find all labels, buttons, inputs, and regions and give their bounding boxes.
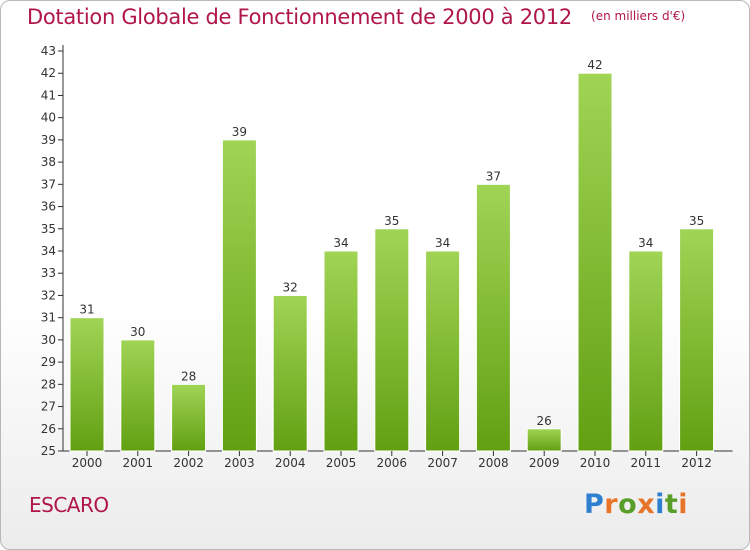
bar bbox=[628, 250, 664, 452]
logo-letter: P bbox=[584, 489, 605, 520]
logo-letter: i bbox=[655, 489, 665, 520]
bar bbox=[120, 339, 156, 452]
x-tick-label: 2001 bbox=[123, 456, 154, 470]
logo-letter: x bbox=[637, 489, 656, 520]
bar bbox=[374, 228, 410, 452]
bar bbox=[526, 428, 562, 452]
data-label: 32 bbox=[283, 280, 298, 294]
logo-letter: o bbox=[618, 489, 638, 520]
data-label: 34 bbox=[435, 236, 450, 250]
y-tick-label: 31 bbox=[41, 311, 56, 325]
data-label: 39 bbox=[232, 125, 247, 139]
y-tick-label: 40 bbox=[41, 111, 56, 125]
data-label: 35 bbox=[384, 214, 399, 228]
proxiti-logo: Proxiti bbox=[584, 489, 688, 520]
y-tick-label: 37 bbox=[41, 177, 56, 191]
data-label: 34 bbox=[638, 236, 653, 250]
x-tick-label: 2009 bbox=[529, 456, 560, 470]
y-tick-label: 36 bbox=[41, 200, 56, 214]
bar bbox=[171, 383, 207, 452]
logo-letter: i bbox=[678, 489, 689, 520]
x-tick-label: 2000 bbox=[72, 456, 103, 470]
y-tick-label: 25 bbox=[41, 444, 56, 458]
bar bbox=[69, 317, 105, 452]
y-tick-label: 35 bbox=[41, 222, 56, 236]
x-tick-label: 2012 bbox=[681, 456, 712, 470]
y-tick-label: 28 bbox=[41, 377, 56, 391]
chart-unit: (en milliers d'€) bbox=[591, 9, 686, 23]
x-tick-label: 2010 bbox=[580, 456, 611, 470]
bar bbox=[475, 183, 511, 452]
y-tick-label: 43 bbox=[41, 44, 56, 58]
logo-letter: r bbox=[604, 489, 619, 520]
y-tick-label: 26 bbox=[41, 422, 56, 436]
x-tick-label: 2007 bbox=[427, 456, 458, 470]
data-label: 30 bbox=[130, 325, 145, 339]
x-tick-label: 2008 bbox=[478, 456, 509, 470]
y-tick-label: 33 bbox=[41, 266, 56, 280]
data-label: 31 bbox=[79, 303, 94, 317]
data-label: 42 bbox=[587, 58, 602, 72]
y-tick-label: 29 bbox=[41, 355, 56, 369]
commune-name: ESCARO bbox=[29, 493, 109, 517]
y-tick-label: 41 bbox=[41, 88, 56, 102]
x-tick-label: 2003 bbox=[224, 456, 255, 470]
x-tick-label: 2005 bbox=[326, 456, 357, 470]
x-tick-label: 2011 bbox=[631, 456, 662, 470]
logo-letter: t bbox=[664, 489, 679, 520]
x-tick-label: 2004 bbox=[275, 456, 306, 470]
bar bbox=[221, 139, 257, 452]
chart-title-row: Dotation Globale de Fonctionnement de 20… bbox=[27, 5, 685, 29]
y-tick-label: 38 bbox=[41, 155, 56, 169]
bar bbox=[425, 250, 461, 452]
data-label: 28 bbox=[181, 369, 196, 383]
x-tick-label: 2002 bbox=[173, 456, 204, 470]
y-tick-label: 32 bbox=[41, 288, 56, 302]
bar bbox=[323, 250, 359, 452]
data-label: 35 bbox=[689, 214, 704, 228]
y-tick-label: 27 bbox=[41, 400, 56, 414]
y-tick-label: 42 bbox=[41, 66, 56, 80]
chart-title: Dotation Globale de Fonctionnement de 20… bbox=[27, 5, 572, 29]
data-label: 34 bbox=[333, 236, 348, 250]
y-tick-label: 34 bbox=[41, 244, 56, 258]
y-tick-label: 30 bbox=[41, 333, 56, 347]
y-tick-label: 39 bbox=[41, 133, 56, 147]
bar bbox=[679, 228, 715, 452]
bar bbox=[577, 72, 613, 452]
data-label: 37 bbox=[486, 169, 501, 183]
bar bbox=[272, 294, 308, 452]
data-label: 26 bbox=[537, 414, 552, 428]
x-tick-label: 2006 bbox=[377, 456, 408, 470]
